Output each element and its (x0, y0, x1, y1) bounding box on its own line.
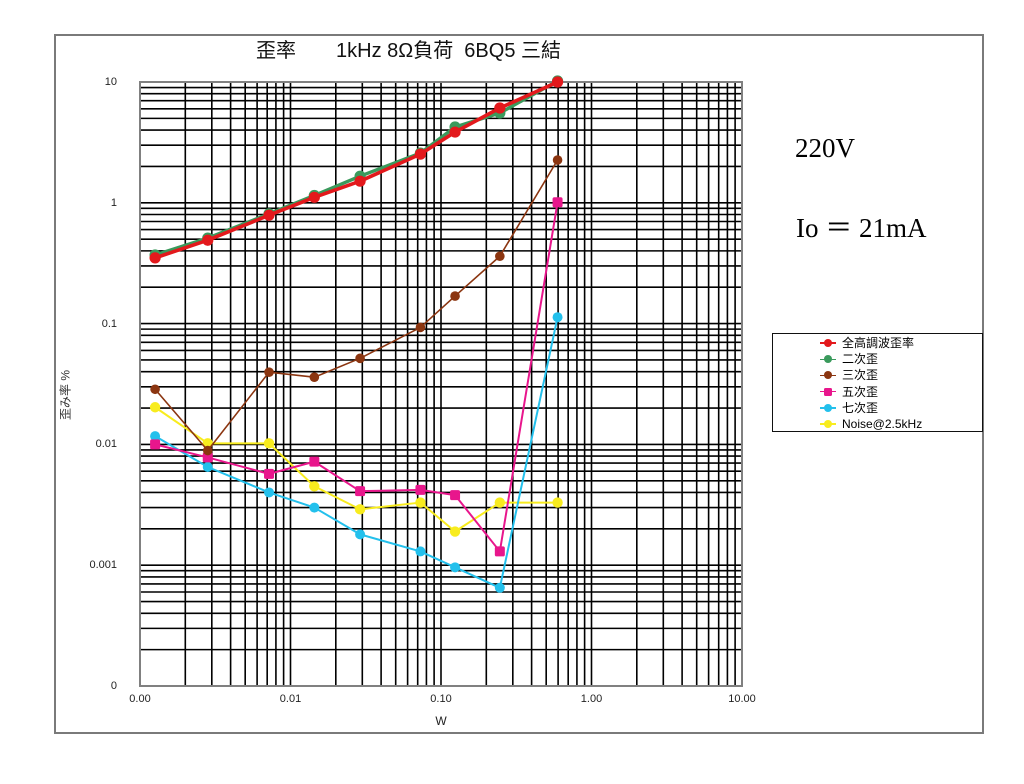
grid-lines (139, 82, 742, 687)
series-2 (150, 155, 563, 456)
data-point (149, 402, 161, 413)
legend-item-2nd-harmonic: 二次歪 (773, 351, 982, 367)
y-tick-label: 10 (104, 76, 117, 88)
series-0 (149, 76, 564, 264)
legend-label: 五次歪 (842, 384, 879, 399)
data-point (414, 148, 427, 160)
data-point (263, 209, 275, 221)
data-point (202, 234, 214, 246)
data-point (449, 526, 461, 537)
plot-border (139, 81, 743, 687)
data-point (264, 468, 275, 479)
data-point (495, 251, 505, 262)
data-point (309, 502, 320, 513)
data-point (494, 497, 506, 508)
data-point (264, 487, 275, 498)
data-point (494, 546, 505, 557)
data-point (415, 484, 426, 495)
circle-marker-icon (820, 339, 836, 348)
y-tick-label: 0.1 (101, 317, 117, 330)
x-axis-label: W (435, 714, 447, 728)
voltage-annotation: 220V (795, 133, 855, 163)
data-point (202, 452, 213, 463)
data-point (264, 367, 274, 377)
x-tick-label: 10.00 (728, 693, 756, 705)
circle-marker-icon (820, 355, 836, 364)
legend-label: 三次歪 (842, 368, 879, 383)
series-3 (150, 197, 563, 557)
data-point (202, 462, 213, 473)
legend-item-noise: Noise@2.5kHz (773, 416, 982, 432)
legend-item-thd: 全高調波歪率 (773, 335, 982, 351)
data-point (415, 497, 426, 508)
series-5 (149, 402, 563, 537)
legend-label: 全高調波歪率 (842, 336, 915, 350)
y-tick-label: 0 (110, 680, 117, 692)
legend-item-5th-harmonic: 五次歪 (773, 384, 982, 400)
square-marker-icon (820, 387, 836, 396)
data-point (202, 445, 213, 456)
legend-item-3rd-harmonic: 三次歪 (773, 367, 982, 383)
data-point (449, 126, 461, 138)
data-point (450, 490, 461, 501)
legend-label: 二次歪 (842, 352, 879, 367)
data-point (150, 439, 161, 450)
circle-marker-icon (820, 403, 836, 412)
data-point (309, 481, 320, 492)
y-axis-label: 歪み率 % (58, 369, 73, 421)
data-point (552, 155, 563, 165)
legend-label: Noise@2.5kHz (842, 416, 923, 431)
data-point (308, 191, 320, 203)
circle-marker-icon (820, 420, 836, 429)
chart-title: 歪率 1kHz 8Ω負荷 6BQ5 三結 (256, 40, 562, 62)
current-annotation: Io ＝ 21mA (796, 213, 927, 243)
y-tick-label: 1 (110, 196, 117, 209)
data-point (355, 486, 366, 497)
data-point (494, 582, 505, 593)
data-point (552, 197, 563, 208)
data-point (450, 291, 460, 301)
data-point (309, 372, 320, 382)
series-4 (150, 312, 563, 593)
data-point (149, 252, 161, 264)
data-point (354, 175, 366, 187)
data-point (551, 76, 564, 88)
data-point (494, 102, 506, 114)
data-point (415, 546, 426, 557)
data-point (309, 456, 320, 467)
data-point (415, 322, 426, 333)
data-point (552, 312, 563, 323)
x-tick-label: 0.01 (279, 693, 302, 705)
x-tick-label: 0.00 (129, 693, 151, 705)
y-tick-label: 0.001 (89, 559, 117, 572)
data-point (355, 353, 365, 364)
data-point (355, 529, 366, 540)
legend-label: 七次歪 (842, 400, 879, 415)
data-point (150, 384, 160, 395)
data-point (150, 431, 161, 442)
x-tick-label: 1.00 (580, 693, 603, 705)
circle-marker-icon (820, 371, 836, 380)
legend-item-7th-harmonic: 七次歪 (773, 400, 982, 416)
x-tick-label: 0.10 (430, 693, 452, 705)
data-point (354, 504, 366, 515)
chart-frame (54, 34, 984, 734)
chart-legend: 全高調波歪率 二次歪 三次歪 五次歪 七次歪 Noise@2.5kHz (772, 333, 983, 432)
data-point (450, 562, 461, 573)
data-point (552, 497, 563, 508)
data-point (263, 438, 275, 449)
y-tick-label: 0.01 (95, 438, 117, 451)
